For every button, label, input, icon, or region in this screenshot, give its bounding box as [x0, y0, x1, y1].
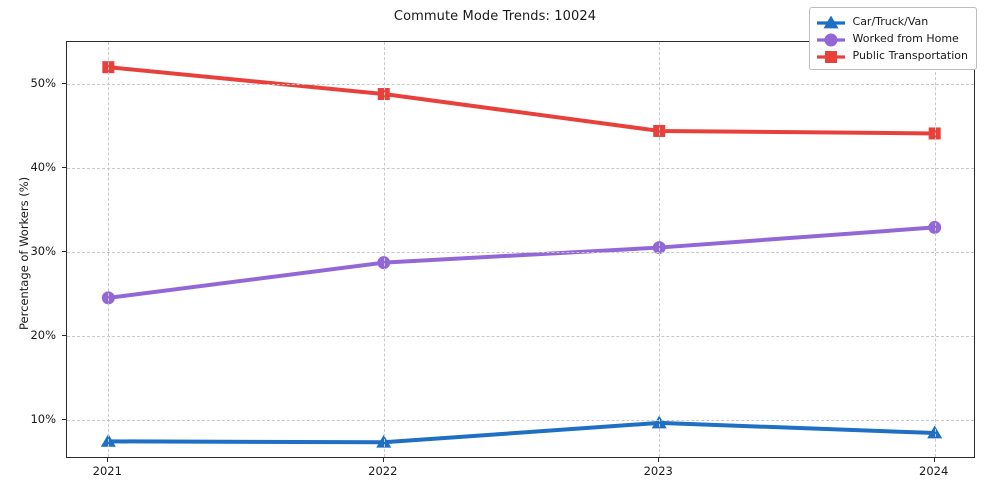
x-tick-mark	[658, 458, 660, 462]
y-tick-label: 20%	[30, 327, 56, 342]
gridline-horizontal	[67, 419, 974, 421]
y-tick-mark	[62, 166, 66, 168]
legend-item[interactable]: Worked from Home	[816, 30, 968, 47]
y-tick-label: 30%	[30, 243, 56, 258]
legend-label: Worked from Home	[852, 32, 959, 45]
series-line	[106, 65, 937, 136]
x-tick-mark	[933, 458, 935, 462]
y-tick-mark	[62, 334, 66, 336]
y-tick-mark	[62, 82, 66, 84]
series-line	[106, 225, 937, 300]
gridline-horizontal	[67, 335, 974, 337]
gridline-vertical	[108, 42, 110, 457]
legend-swatch-triangle-icon	[816, 15, 846, 29]
x-tick-label: 2023	[643, 464, 673, 478]
y-tick-label: 40%	[30, 159, 56, 174]
gridline-horizontal	[67, 251, 974, 253]
y-tick-mark	[62, 418, 66, 420]
plot-area	[66, 41, 975, 458]
legend-item[interactable]: Public Transportation	[816, 47, 968, 64]
y-tick-mark	[62, 250, 66, 252]
y-tick-label: 50%	[30, 75, 56, 90]
data-point-marker	[824, 33, 838, 46]
chart-title: Commute Mode Trends: 10024	[393, 9, 597, 24]
gridline-horizontal	[67, 83, 974, 85]
x-tick-label: 2024	[919, 464, 949, 478]
series-line	[106, 420, 937, 445]
x-tick-label: 2022	[368, 464, 398, 478]
legend-swatch-square-icon	[816, 49, 846, 63]
series-lines	[100, 61, 943, 448]
gridline-vertical	[934, 42, 936, 457]
data-point-marker	[824, 50, 837, 63]
legend-item[interactable]: Car/Truck/Van	[816, 13, 968, 30]
gridline-horizontal	[67, 167, 974, 169]
legend-swatch-circle-icon	[816, 32, 846, 46]
legend-label: Car/Truck/Van	[852, 15, 929, 28]
legend-label: Public Transportation	[852, 49, 968, 62]
chart-legend[interactable]: Car/Truck/Van Worked from Home Public Tran…	[808, 7, 977, 70]
gridline-vertical	[383, 42, 385, 457]
y-tick-label: 10%	[30, 411, 56, 426]
x-tick-mark	[107, 458, 109, 462]
x-tick-label: 2021	[92, 464, 122, 478]
data-point-marker	[823, 15, 839, 28]
gridline-vertical	[659, 42, 661, 457]
x-tick-mark	[382, 458, 384, 462]
